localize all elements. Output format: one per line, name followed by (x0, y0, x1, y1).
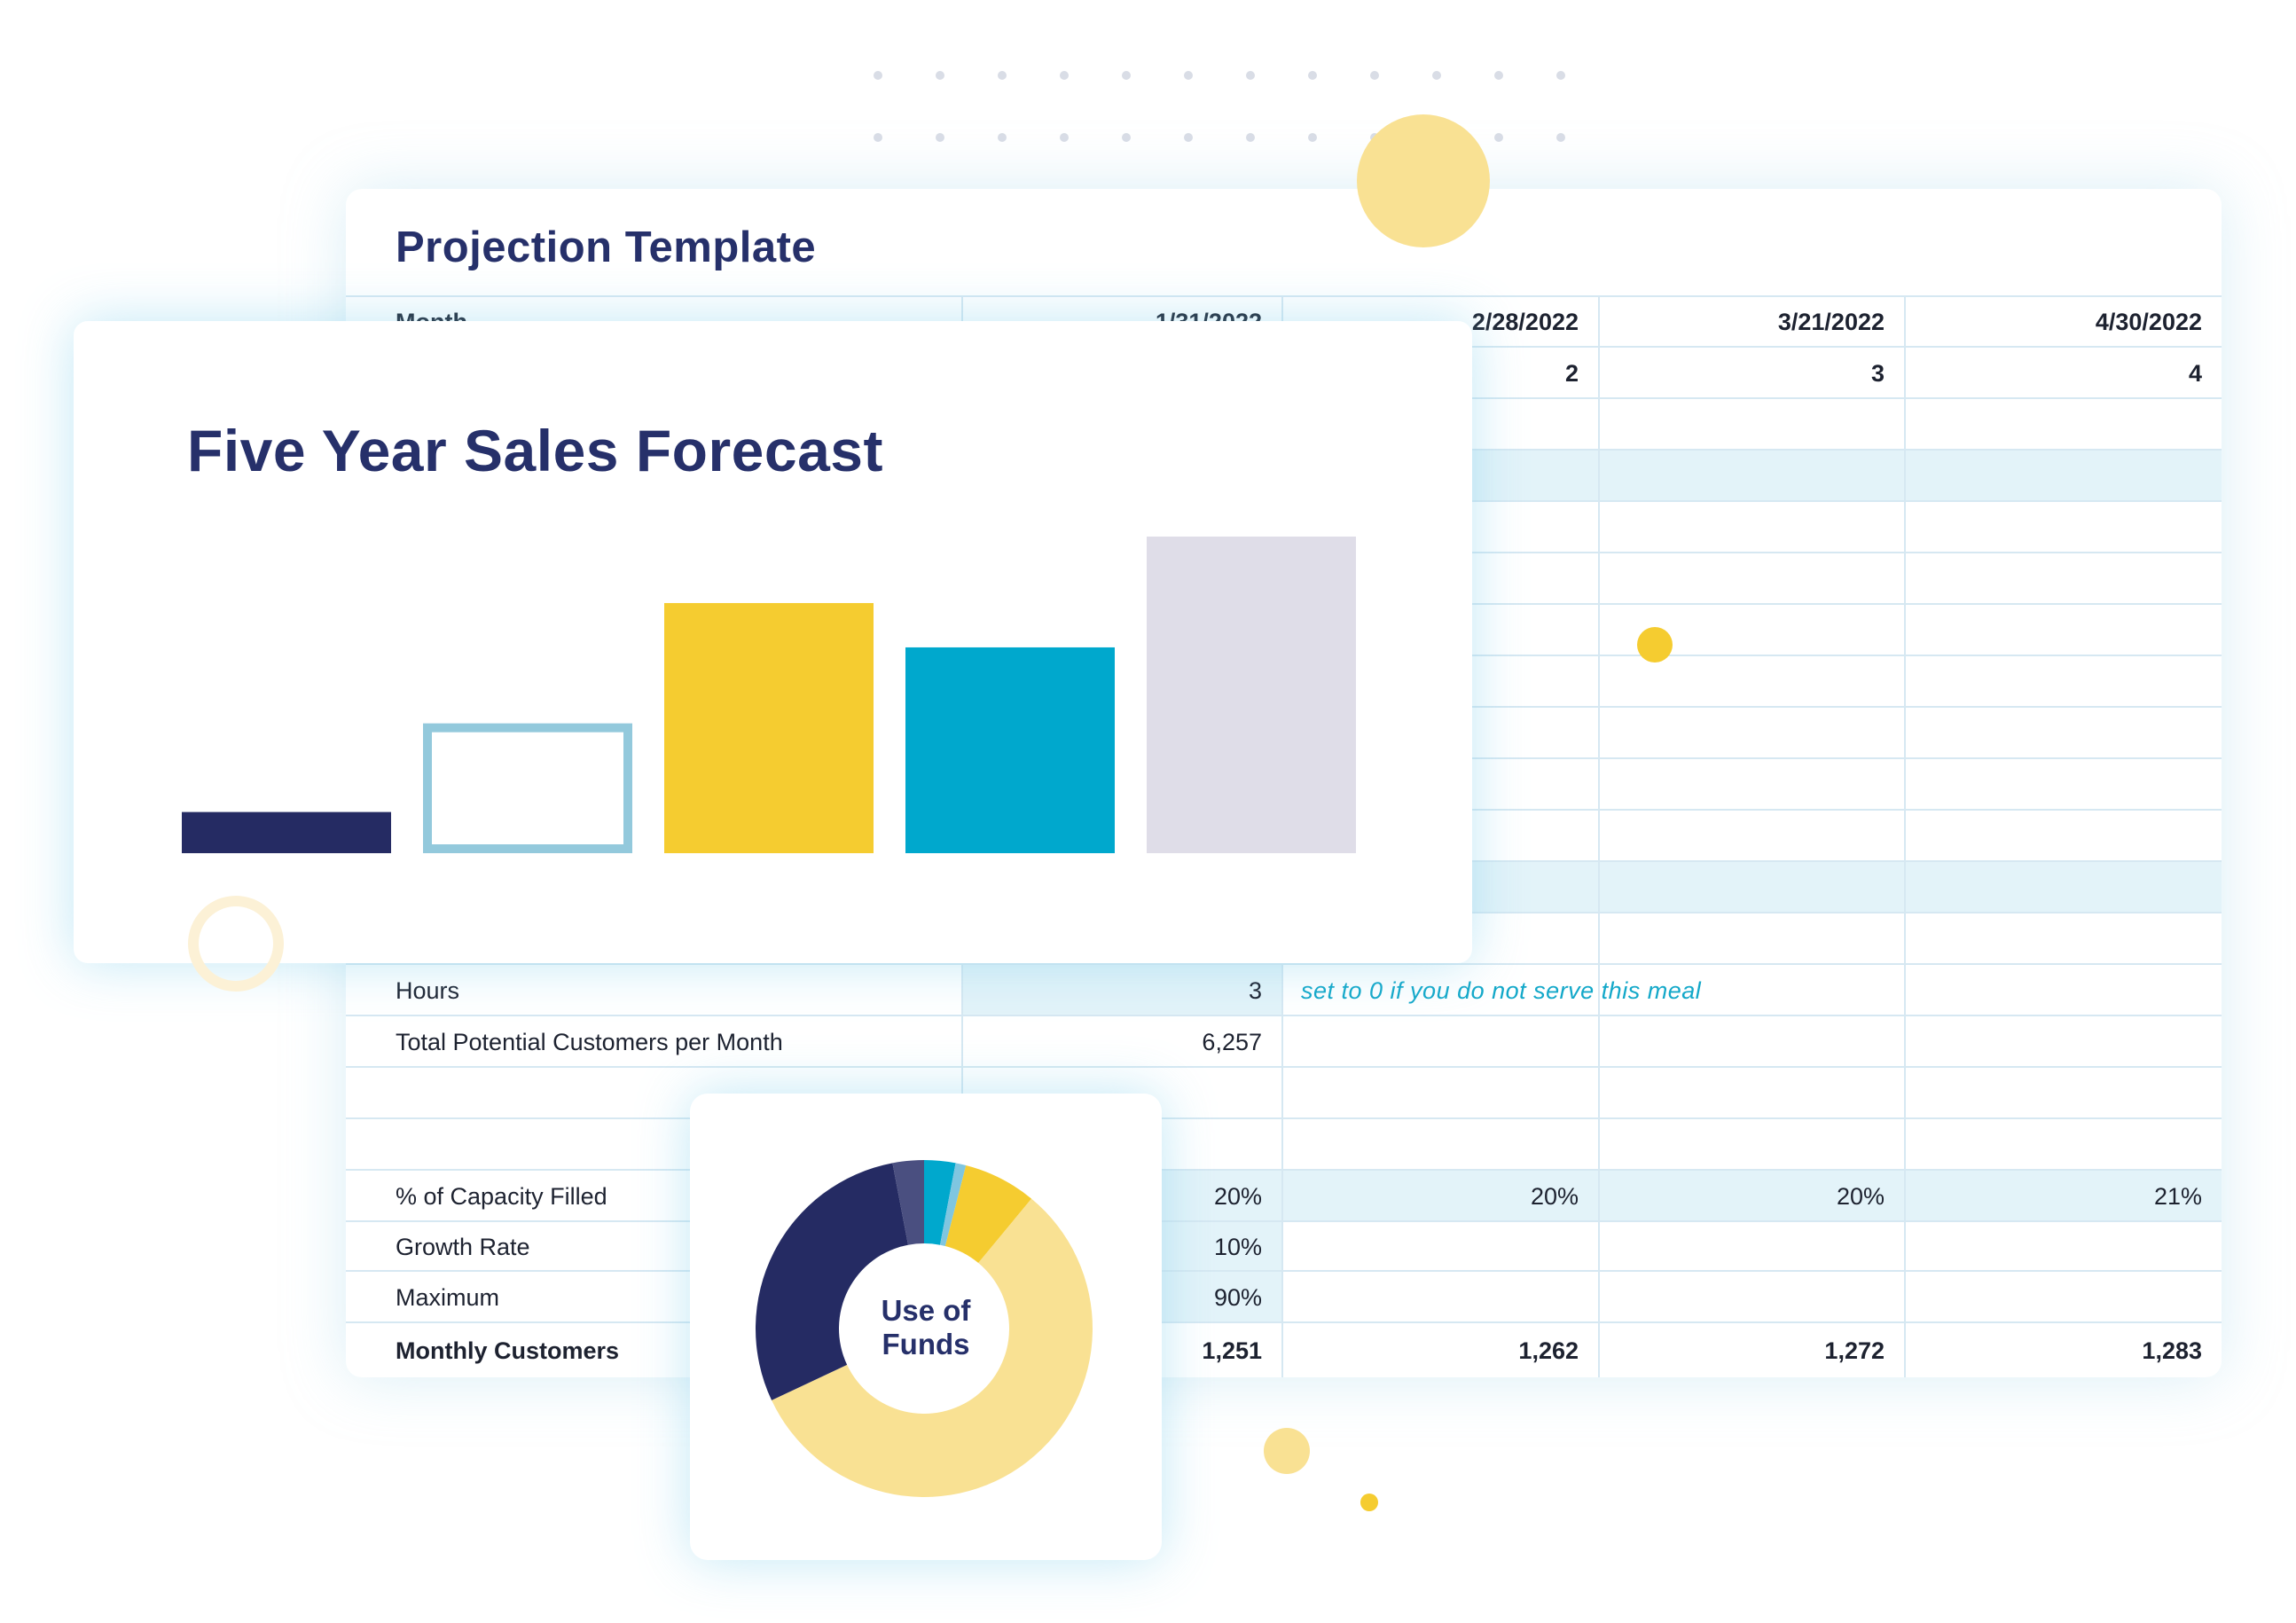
decorative-dot (1264, 1428, 1310, 1474)
grid-dot (1122, 133, 1131, 142)
grid-dot (1246, 71, 1255, 80)
date-cell[interactable]: 2/28/2022 (1281, 297, 1598, 348)
empty-row (346, 1066, 2222, 1119)
donut-slice (939, 1163, 967, 1247)
grid-dot (1556, 71, 1565, 80)
use-of-funds-donut (756, 1160, 1093, 1497)
dot-grid-decoration (874, 71, 1574, 151)
grid-dot (998, 71, 1007, 80)
date-cell[interactable]: 3/21/2022 (1598, 297, 1904, 348)
decorative-dot (1637, 627, 1673, 663)
capacity-row: % of Capacity Filled 20% 20% 20% 21% (346, 1169, 2222, 1222)
use-of-funds-card: Use of Funds (690, 1094, 1162, 1560)
forecast-title: Five Year Sales Forecast (187, 418, 883, 483)
sheet-title: Projection Template (396, 223, 817, 271)
growth-row: Growth Rate 10% (346, 1220, 2222, 1272)
donut-label-line1: Use of (881, 1294, 971, 1327)
grid-dot (1494, 71, 1503, 80)
grid-dot (998, 133, 1007, 142)
grid-dot (1060, 133, 1069, 142)
hours-label: Hours (396, 976, 460, 1004)
maximum-row: Maximum 90% (346, 1270, 2222, 1323)
decorative-ring (188, 896, 284, 992)
donut-slice (756, 1163, 909, 1400)
decorative-circle (1357, 114, 1490, 247)
capacity-label: % of Capacity Filled (396, 1182, 607, 1210)
donut-label-line2: Funds (882, 1328, 970, 1360)
period-cell[interactable]: 4 (1904, 348, 2222, 399)
grid-dot (1370, 71, 1379, 80)
empty-row (346, 1117, 2222, 1171)
capacity-cell[interactable]: 20% (1281, 1171, 1598, 1222)
monthly-customers-row: Monthly Customers 1,251 1,262 1,272 1,28… (346, 1321, 2222, 1377)
total-potential-label: Total Potential Customers per Month (396, 1028, 783, 1055)
grid-dot (1432, 71, 1441, 80)
forecast-bar (423, 723, 632, 853)
grid-dot (1184, 133, 1193, 142)
grid-dot (936, 133, 944, 142)
grid-dot (874, 71, 882, 80)
donut-slice (944, 1164, 1032, 1264)
total-potential-value[interactable]: 6,257 (961, 1016, 1281, 1068)
donut-slice (924, 1160, 956, 1245)
capacity-cell[interactable]: 21% (1904, 1171, 2222, 1222)
forecast-bar (1147, 537, 1356, 853)
grid-dot (1246, 133, 1255, 142)
sales-forecast-card: Five Year Sales Forecast (74, 321, 1472, 963)
grid-dot (1122, 71, 1131, 80)
hours-input[interactable]: 3 (961, 965, 1281, 1016)
forecast-bar (182, 812, 391, 853)
capacity-cell[interactable]: 20% (1598, 1171, 1904, 1222)
donut-slice (772, 1198, 1093, 1497)
forecast-bar-chart (182, 537, 1356, 853)
decorative-dot (1360, 1494, 1378, 1511)
monthly-cell[interactable]: 1,283 (1904, 1323, 2222, 1377)
grid-dot (1308, 71, 1317, 80)
grid-dot (1556, 133, 1565, 142)
monthly-customers-label: Monthly Customers (396, 1337, 620, 1364)
grid-dot (1308, 133, 1317, 142)
grid-dot (874, 133, 882, 142)
forecast-bar (664, 602, 874, 853)
grid-dot (936, 71, 944, 80)
monthly-cell[interactable]: 1,272 (1598, 1323, 1904, 1377)
period-cell[interactable]: 3 (1598, 348, 1904, 399)
date-cell[interactable]: 4/30/2022 (1904, 297, 2222, 348)
forecast-bar (905, 647, 1115, 853)
growth-label: Growth Rate (396, 1233, 530, 1260)
maximum-label: Maximum (396, 1283, 500, 1311)
donut-center-label: Use of Funds (837, 1294, 1015, 1361)
grid-dot (1184, 71, 1193, 80)
grid-dot (1494, 133, 1503, 142)
grid-dot (1060, 71, 1069, 80)
total-potential-row: Total Potential Customers per Month 6,25… (346, 1015, 2222, 1068)
hours-row: Hours 3 set to 0 if you do not serve thi… (346, 963, 2222, 1016)
hours-note: set to 0 if you do not serve this meal (1301, 976, 1702, 1004)
monthly-cell[interactable]: 1,262 (1281, 1323, 1598, 1377)
donut-slice (892, 1160, 924, 1245)
